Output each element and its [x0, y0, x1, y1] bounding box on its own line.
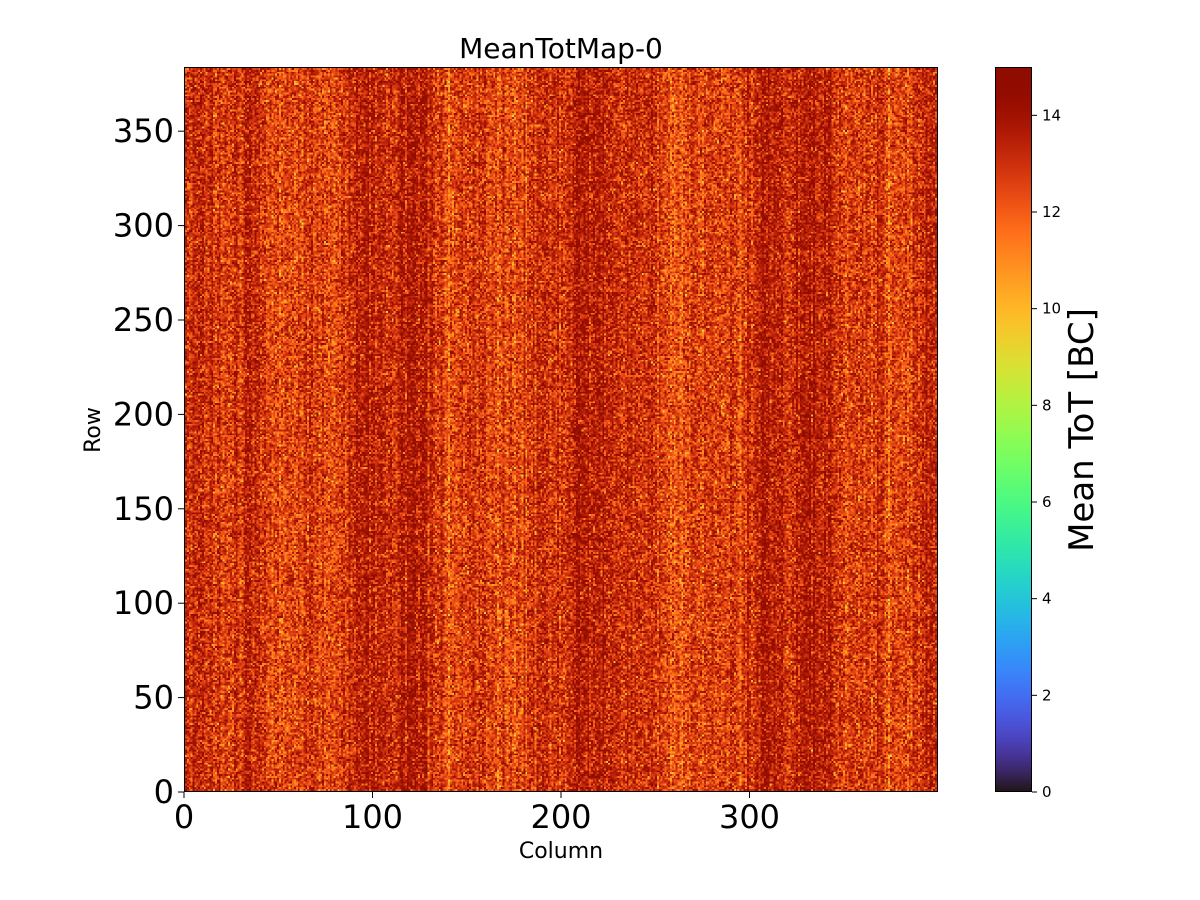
x-tick-label: 0 — [174, 798, 194, 836]
y-tick-label: 200 — [113, 395, 174, 433]
y-tick-label: 50 — [133, 679, 174, 717]
colorbar — [995, 67, 1032, 792]
y-tick-label: 250 — [113, 301, 174, 339]
colorbar-tick-label: 0 — [1042, 783, 1052, 801]
y-tick-label: 300 — [113, 207, 174, 245]
chart-title: MeanTotMap-0 — [459, 32, 663, 65]
y-tick-label: 100 — [113, 584, 174, 622]
colorbar-ticks: 0 2 4 6 8 10 12 14 — [1032, 106, 1061, 801]
x-tick-label: 200 — [530, 798, 591, 836]
y-tick-label: 150 — [113, 490, 174, 528]
colorbar-tick-label: 12 — [1042, 203, 1061, 221]
y-tick-label: 350 — [113, 112, 174, 150]
y-tick-label: 0 — [154, 773, 174, 811]
x-tick-label: 100 — [342, 798, 403, 836]
colorbar-tick-label: 8 — [1042, 396, 1052, 414]
colorbar-tick-label: 4 — [1042, 590, 1052, 608]
y-axis-label: Row — [81, 407, 106, 453]
colorbar-tick-label: 6 — [1042, 493, 1052, 511]
x-tick-label: 300 — [719, 798, 780, 836]
plot-area — [184, 67, 938, 792]
heatmap-image — [185, 68, 937, 791]
colorbar-label: Mean ToT [BC] — [1062, 308, 1102, 552]
x-axis-ticks: 0 100 200 300 — [174, 792, 780, 836]
colorbar-gradient — [996, 68, 1031, 791]
colorbar-tick-label: 10 — [1042, 300, 1061, 318]
x-axis-label: Column — [519, 839, 603, 864]
colorbar-tick-label: 14 — [1042, 106, 1061, 124]
y-axis-ticks: 0 50 100 150 200 250 300 350 — [113, 112, 184, 811]
colorbar-tick-label: 2 — [1042, 686, 1052, 704]
